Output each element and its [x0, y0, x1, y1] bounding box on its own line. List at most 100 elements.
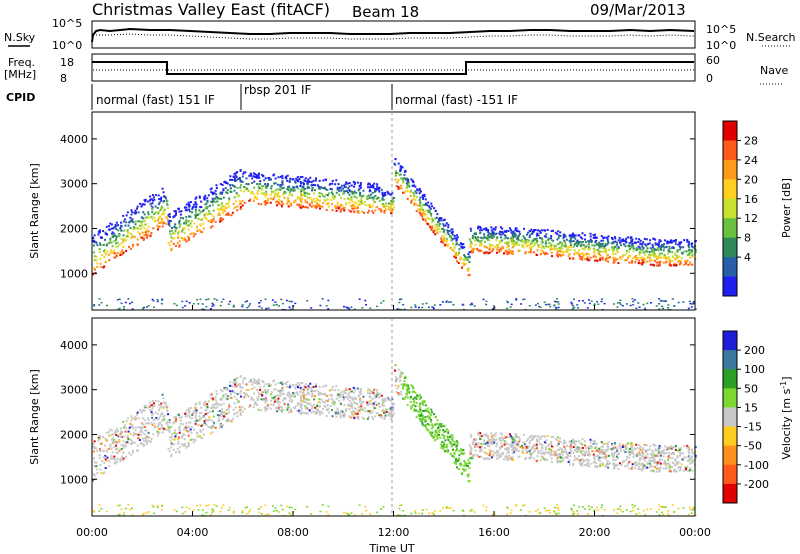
velocity-echo-point	[279, 381, 282, 384]
velocity-echo-point	[658, 467, 661, 470]
power-echo-point	[138, 224, 141, 227]
velocity-echo-point	[239, 375, 242, 378]
power-echo-point	[234, 174, 237, 177]
velocity-echo-point	[335, 385, 338, 388]
power-echo-point	[561, 247, 564, 250]
power-echo-point	[569, 240, 572, 243]
velocity-echo-point	[568, 440, 571, 443]
power-ground-point	[632, 303, 635, 306]
power-echo-point	[631, 244, 634, 247]
power-echo-point	[299, 180, 302, 183]
velocity-echo-point	[94, 446, 97, 449]
velocity-echo-point	[592, 442, 595, 445]
power-echo-point	[98, 231, 101, 234]
power-echo-point	[117, 245, 120, 248]
velocity-echo-point	[201, 437, 204, 440]
velocity-echo-point	[552, 450, 555, 453]
power-echo-point	[361, 195, 364, 198]
power-echo-point	[169, 230, 172, 233]
velocity-echo-point	[299, 410, 302, 413]
velocity-echo-point	[204, 418, 207, 421]
power-echo-point	[275, 188, 278, 191]
velocity-echo-point	[161, 419, 164, 422]
power-echo-point	[237, 177, 240, 180]
power-echo-point	[630, 261, 633, 264]
velocity-echo-point	[518, 436, 521, 439]
power-echo-point	[247, 189, 250, 192]
power-ground-point	[241, 305, 244, 308]
power-echo-point	[103, 238, 106, 241]
power-ground-point	[618, 302, 621, 304]
power-echo-point	[415, 210, 418, 213]
velocity-echo-point	[338, 396, 341, 399]
velocity-echo-point	[198, 401, 201, 404]
power-echo-point	[553, 246, 556, 249]
velocity-echo-point	[257, 395, 260, 398]
power-echo-point	[508, 248, 511, 251]
power-echo-point	[160, 207, 163, 210]
velocity-echo-point	[425, 419, 428, 422]
power-echo-point	[229, 178, 232, 181]
power-echo-point	[657, 249, 660, 252]
power-echo-point	[311, 201, 314, 204]
velocity-echo-point	[630, 467, 633, 470]
power-echo-point	[283, 192, 286, 195]
power-echo-point	[510, 231, 513, 234]
velocity-echo-point	[221, 408, 224, 411]
velocity-echo-point	[581, 443, 584, 446]
power-echo-point	[264, 195, 267, 198]
power-echo-point	[265, 201, 268, 204]
velocity-echo-point	[206, 403, 209, 406]
velocity-echo-point	[586, 462, 589, 465]
velocity-echo-point	[509, 435, 512, 438]
power-echo-point	[504, 249, 507, 252]
velocity-echo-point	[599, 460, 602, 463]
velocity-echo-point	[391, 403, 394, 406]
power-echo-point	[648, 260, 651, 263]
power-echo-point	[616, 247, 619, 250]
power-echo-point	[122, 239, 125, 242]
velocity-echo-point	[410, 395, 413, 398]
power-echo-point	[428, 206, 431, 209]
power-echo-point	[672, 247, 675, 250]
power-echo-point	[301, 185, 304, 188]
velocity-echo-point	[415, 409, 418, 412]
power-echo-point	[440, 237, 443, 240]
velocity-echo-point	[307, 385, 310, 388]
power-echo-point	[388, 207, 391, 210]
velocity-echo-point	[268, 384, 271, 387]
velocity-echo-point	[166, 424, 169, 427]
power-echo-point	[487, 234, 490, 237]
velocity-echo-point	[515, 449, 518, 452]
velocity-echo-point	[540, 443, 543, 446]
velocity-echo-point	[267, 405, 270, 408]
power-echo-point	[225, 206, 228, 209]
velocity-echo-point	[658, 460, 661, 463]
velocity-echo-point	[129, 433, 132, 436]
velocity-echo-point	[108, 465, 111, 468]
velocity-echo-point	[497, 452, 500, 455]
velocity-echo-point	[559, 460, 562, 463]
power-echo-point	[316, 197, 319, 200]
power-echo-point	[270, 187, 273, 190]
power-ground-point	[205, 298, 208, 301]
power-ground-point	[421, 303, 424, 305]
power-ground-point	[348, 308, 351, 310]
power-echo-point	[599, 259, 602, 262]
power-echo-point	[633, 241, 636, 244]
velocity-echo-point	[613, 465, 616, 468]
velocity-echo-point	[603, 442, 606, 445]
power-echo-point	[490, 229, 493, 232]
power-echo-point	[556, 254, 559, 257]
power-echo-point	[222, 205, 225, 208]
velocity-echo-point	[253, 392, 256, 395]
power-echo-point	[689, 261, 692, 264]
velocity-echo-point	[431, 424, 434, 427]
power-echo-point	[110, 251, 113, 254]
power-ground-point	[587, 299, 590, 301]
power-echo-point	[306, 192, 309, 195]
power-echo-point	[390, 202, 393, 205]
velocity-echo-point	[294, 387, 297, 390]
power-echo-point	[144, 200, 147, 203]
velocity-echo-point	[165, 428, 168, 431]
